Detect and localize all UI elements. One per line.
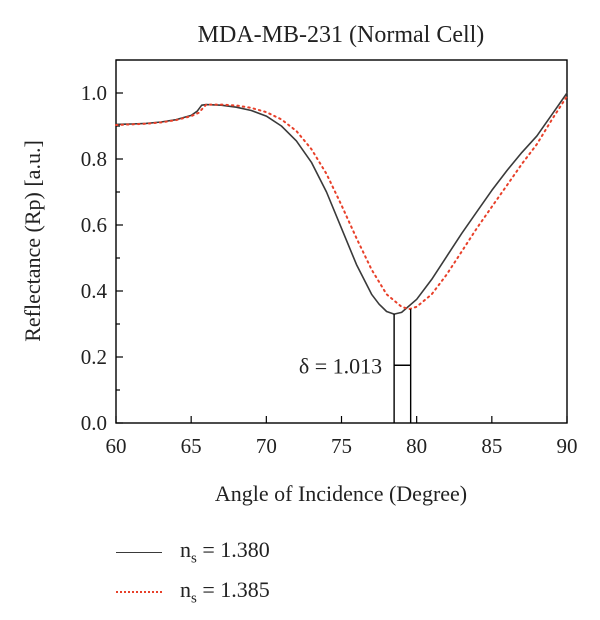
series-line-1: [115, 92, 568, 315]
y-tick-label: 0.8: [81, 147, 107, 171]
y-tick-label: 0.4: [81, 279, 108, 303]
x-tick-label: 90: [557, 434, 578, 458]
y-tick-label: 0.2: [81, 345, 107, 369]
legend-swatch-solid: [116, 551, 162, 553]
plot-area: 60 65 70 75 80 85 90 0.0 0.2 0.4 0.6 0.8 1.0 δ = 1.…: [81, 59, 578, 458]
x-tick-label: 70: [256, 434, 277, 458]
x-tick-label: 80: [406, 434, 427, 458]
y-tick-label: 1.0: [81, 81, 107, 105]
x-tick-label: 65: [181, 434, 202, 458]
legend-label: ns = 1.385: [180, 576, 270, 607]
series-layer: [115, 92, 568, 315]
legend-item-series-2: ns = 1.385: [116, 572, 270, 612]
chart-title: MDA-MB-231 (Normal Cell): [198, 22, 485, 48]
series-line-2: [115, 95, 568, 311]
x-tick-label: 75: [331, 434, 352, 458]
y-tick-label: 0.6: [81, 213, 107, 237]
y-tick-label: 0.0: [81, 411, 107, 435]
legend-label: ns = 1.380: [180, 536, 270, 567]
x-axis-label: Angle of Incidence (Degree): [215, 481, 467, 506]
y-axis: 0.0 0.2 0.4 0.6 0.8 1.0: [81, 59, 123, 435]
legend-item-series-1: ns = 1.380: [116, 532, 270, 572]
legend-swatch-dotted: [116, 591, 162, 593]
legend: ns = 1.380 ns = 1.385: [116, 532, 270, 612]
x-tick-label: 85: [481, 434, 502, 458]
delta-label: δ = 1.013: [299, 353, 382, 378]
x-axis: 60 65 70 75 80 85 90: [106, 416, 578, 458]
delta-annotation: δ = 1.013: [299, 309, 412, 423]
x-tick-label: 60: [106, 434, 127, 458]
y-axis-label: Reflectance (Rp) [a.u.]: [20, 140, 45, 342]
